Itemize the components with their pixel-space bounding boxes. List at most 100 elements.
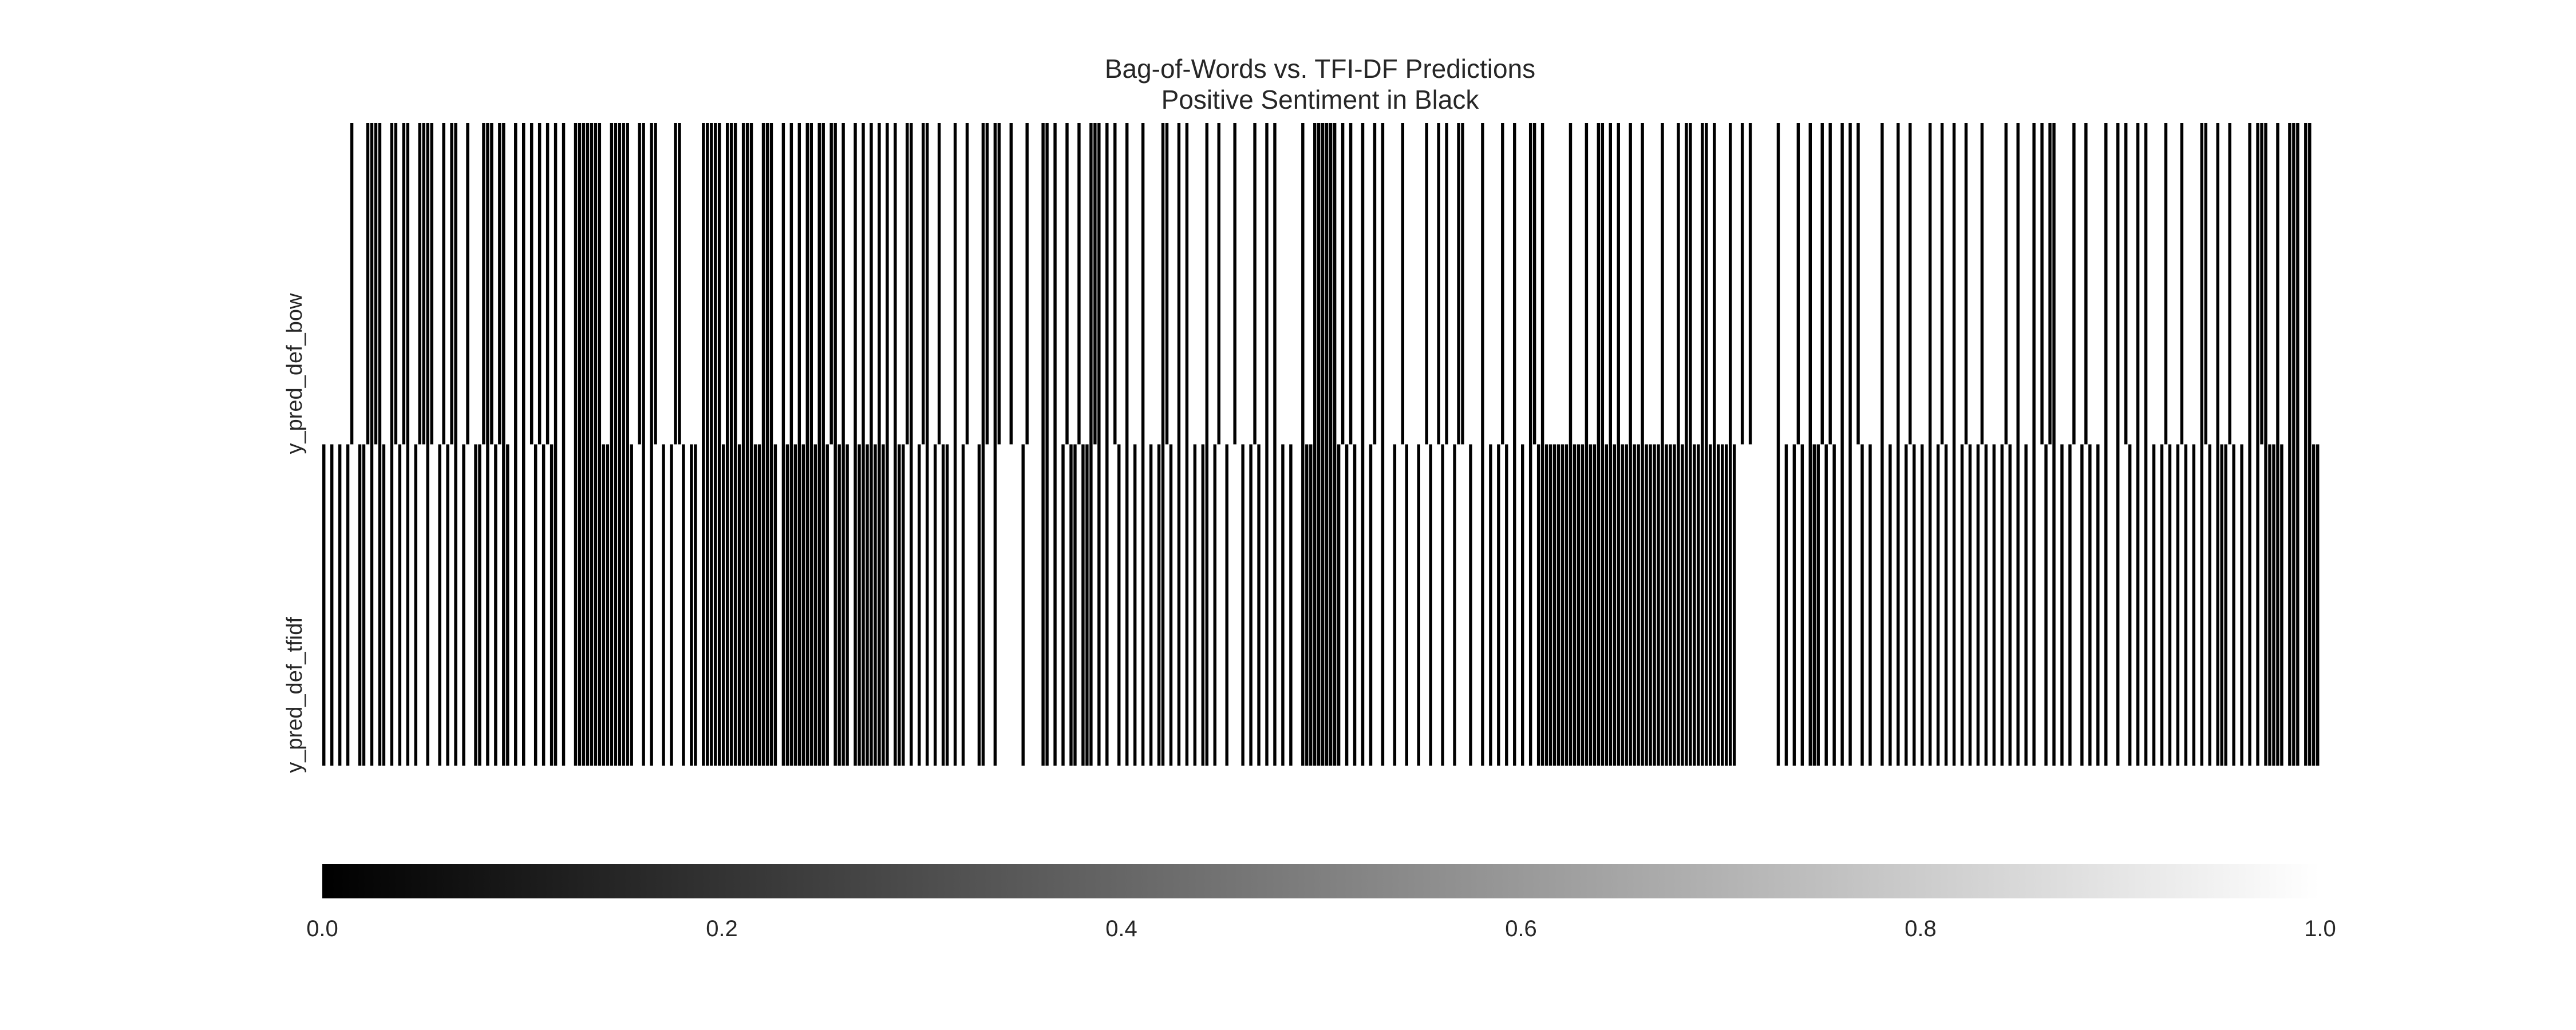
- heatmap-cell: [2160, 444, 2164, 766]
- heatmap-cell: [825, 444, 829, 766]
- heatmap-cell: [1141, 444, 1145, 766]
- heatmap-cell: [610, 444, 613, 766]
- heatmap-cell: [870, 123, 873, 445]
- heatmap-cell: [1589, 444, 1593, 766]
- heatmap-cell: [2080, 444, 2084, 766]
- heatmap-cell: [586, 444, 590, 766]
- heatmap-cell: [2280, 444, 2283, 766]
- heatmap-cell: [2256, 123, 2259, 445]
- heatmap-cell: [1732, 444, 1736, 766]
- heatmap-cell: [2016, 444, 2020, 766]
- heatmap-cell: [1705, 123, 1708, 445]
- heatmap-cell: [2248, 123, 2251, 445]
- heatmap-cell: [2032, 123, 2036, 445]
- heatmap-cell: [390, 123, 394, 445]
- heatmap-cell: [725, 123, 729, 445]
- heatmap-cell: [1301, 123, 1305, 445]
- heatmap-cell: [2292, 123, 2296, 445]
- heatmap-cell: [1633, 444, 1636, 766]
- heatmap-cell: [1568, 123, 1573, 445]
- heatmap-cell: [1601, 123, 1605, 445]
- heatmap-cell: [1157, 444, 1161, 766]
- heatmap-cell: [833, 123, 837, 445]
- heatmap-cell: [837, 444, 841, 766]
- heatmap-cell: [1513, 123, 1516, 445]
- heatmap-cell: [725, 444, 729, 766]
- heatmap-cell: [1521, 444, 1524, 766]
- heatmap-cell: [1673, 444, 1676, 766]
- heatmap-cell: [654, 123, 657, 445]
- heatmap-cell: [1257, 444, 1261, 766]
- heatmap-cell: [1501, 123, 1504, 445]
- heatmap-cell: [1117, 444, 1121, 766]
- heatmap-cell: [1401, 123, 1405, 445]
- heatmap-cell: [718, 123, 721, 445]
- heatmap-cell: [454, 123, 457, 445]
- colorbar-ticks: 0.0 0.2 0.4 0.6 0.8 1.0: [306, 916, 2336, 941]
- heatmap-cell: [862, 444, 865, 766]
- heatmap-cell: [793, 444, 797, 766]
- heatmap-cell: [1041, 123, 1045, 445]
- heatmap-cell: [1165, 123, 1169, 445]
- heatmap-cell: [346, 444, 350, 766]
- heatmap-cell: [977, 444, 981, 766]
- heatmap-cell: [813, 444, 817, 766]
- heatmap-cell: [1337, 444, 1341, 766]
- heatmap-cell: [394, 123, 398, 445]
- heatmap-cell: [1621, 444, 1624, 766]
- heatmap-cell: [1329, 444, 1333, 766]
- heatmap-cell: [729, 123, 733, 445]
- heatmap-cell: [741, 444, 745, 766]
- heatmap-cell: [1105, 444, 1109, 766]
- heatmap-cell: [753, 444, 757, 766]
- heatmap-cell: [1568, 444, 1573, 766]
- heatmap-cell: [1564, 444, 1568, 766]
- heatmap-cell: [642, 444, 645, 766]
- heatmap-cell: [1177, 444, 1181, 766]
- heatmap-cell: [582, 444, 586, 766]
- heatmap-cell: [841, 123, 845, 445]
- heatmap-cell: [1065, 123, 1069, 445]
- heatmap-cell: [1321, 444, 1325, 766]
- heatmap-cell: [714, 123, 717, 445]
- heatmap-cell: [1405, 444, 1409, 766]
- heatmap-cell: [1944, 444, 1948, 766]
- heatmap-cell: [1069, 444, 1073, 766]
- heatmap-cell: [530, 123, 534, 445]
- heatmap-cell: [1141, 123, 1145, 445]
- heatmap-cell: [582, 123, 586, 445]
- heatmap-cell: [374, 123, 378, 445]
- heatmap-cell: [2004, 123, 2008, 445]
- heatmap-cell: [382, 444, 386, 766]
- heatmap-cell: [910, 123, 913, 445]
- heatmap-cell: [902, 444, 905, 766]
- heatmap-cell: [2116, 444, 2120, 766]
- heatmap-cell: [1705, 444, 1708, 766]
- heatmap-cell: [878, 444, 881, 766]
- heatmap-cell: [446, 444, 449, 766]
- heatmap-cell: [626, 444, 629, 766]
- heatmap-cell: [2116, 123, 2120, 445]
- row-label: y_pred_def_bow: [283, 293, 307, 454]
- heatmap-cell: [769, 444, 773, 766]
- heatmap-cell: [797, 123, 801, 445]
- colorbar-tick-label: 0.0: [306, 916, 338, 941]
- heatmap-cell: [1992, 444, 1996, 766]
- heatmap-cell: [1888, 444, 1892, 766]
- heatmap-cell: [1305, 444, 1309, 766]
- heatmap-cell: [1609, 444, 1612, 766]
- heatmap-cell: [1728, 123, 1732, 445]
- heatmap-cell: [1097, 444, 1101, 766]
- heatmap-cell: [514, 444, 517, 766]
- heatmap-cell: [866, 444, 869, 766]
- heatmap-cell: [370, 444, 374, 766]
- heatmap-cell: [2260, 123, 2263, 445]
- heatmap-cell: [638, 123, 641, 445]
- heatmap-cell: [1333, 123, 1337, 445]
- heatmap-cell: [2232, 444, 2235, 766]
- heatmap-cell: [1353, 444, 1357, 766]
- heatmap-cell: [1369, 444, 1373, 766]
- heatmap-cell: [1685, 123, 1688, 445]
- heatmap-cell: [854, 444, 857, 766]
